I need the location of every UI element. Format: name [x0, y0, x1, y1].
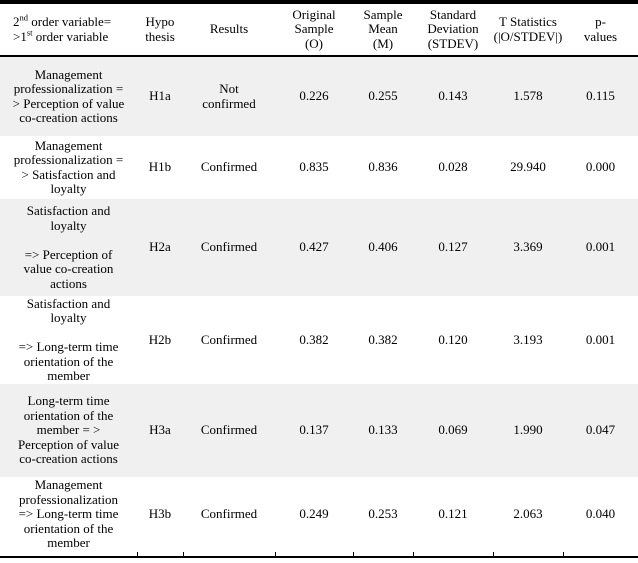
cell-sample-mean: 0.836 [368, 159, 398, 175]
cell-variable: Satisfaction and loyalty => Perception o… [23, 203, 114, 291]
cell-variable: Management professionalization = > Satis… [13, 137, 124, 196]
cell-hypothesis: H1a [149, 88, 171, 104]
table-row-h1b: Management professionalization = > Satis… [0, 136, 638, 199]
cell-original-sample: 0.835 [299, 159, 329, 175]
header-row: 2nd order variable= >1st order variable … [0, 2, 638, 57]
header-variable-superscript2: st [26, 27, 33, 38]
table-row-h1a: Management professionalization = > Perce… [0, 56, 638, 136]
cell-hypothesis: H3a [149, 422, 171, 438]
cell-sample-mean: 0.382 [368, 331, 398, 347]
cell-result: Confirmed [200, 159, 258, 175]
cell-variable: Long-term time orientation of the member… [17, 393, 120, 467]
cell-stdev: 0.069 [438, 422, 468, 438]
cell-t-statistic: 3.193 [513, 331, 543, 347]
column-tick [183, 552, 276, 557]
cell-t-statistic: 29.940 [510, 159, 546, 175]
cell-stdev: 0.121 [438, 506, 468, 522]
table-row-h3a: Long-term time orientation of the member… [0, 384, 638, 477]
cell-t-statistic: 1.578 [513, 88, 543, 104]
cell-sample-mean: 0.133 [368, 422, 398, 438]
cell-variable: Management professionalization => Long-t… [18, 477, 119, 551]
column-tick [0, 552, 138, 557]
header-variable: 2nd order variable= >1st order variable [0, 2, 137, 57]
cell-original-sample: 0.249 [299, 506, 329, 522]
table-row-h2a: Satisfaction and loyalty => Perception o… [0, 199, 638, 296]
cell-result: Not confirmed [202, 81, 256, 111]
cell-stdev: 0.127 [438, 239, 468, 255]
header-variable-rest1: order variable= [28, 14, 112, 29]
cell-original-sample: 0.427 [299, 239, 329, 255]
header-variable-line2: >1st order variable [13, 27, 137, 45]
header-hypothesis: Hypo thesis [137, 2, 183, 57]
cell-original-sample: 0.137 [299, 422, 329, 438]
cell-result: Confirmed [200, 239, 258, 255]
cell-result: Confirmed [200, 506, 258, 522]
cell-sample-mean: 0.406 [368, 239, 398, 255]
cell-t-statistic: 2.063 [513, 506, 543, 522]
cell-t-statistic: 1.990 [513, 422, 543, 438]
column-tick [275, 552, 354, 557]
cell-hypothesis: H2a [149, 239, 171, 255]
cell-p-value: 0.001 [585, 239, 616, 255]
column-tick [137, 552, 184, 557]
header-sample-mean: Sample Mean (M) [353, 2, 413, 57]
cell-hypothesis: H1b [148, 159, 172, 175]
cell-sample-mean: 0.255 [368, 88, 398, 104]
cell-variable: Satisfaction and loyalty => Long-term ti… [18, 296, 119, 383]
cell-stdev: 0.028 [438, 159, 468, 175]
table-row-h3b: Management professionalization => Long-t… [0, 477, 638, 552]
cell-original-sample: 0.382 [299, 331, 329, 347]
column-tick [493, 552, 564, 557]
header-variable-superscript1: nd [19, 12, 29, 23]
cell-p-value: 0.040 [585, 506, 616, 522]
column-tick [413, 552, 494, 557]
cell-t-statistic: 3.369 [513, 239, 543, 255]
column-tick [353, 552, 414, 557]
cell-original-sample: 0.226 [299, 88, 329, 104]
header-variable-line1: 2nd order variable= [13, 12, 137, 30]
bottom-cell-border-ticks [0, 552, 638, 557]
cell-result: Confirmed [200, 331, 258, 347]
cell-stdev: 0.120 [438, 331, 468, 347]
header-results: Results [183, 2, 275, 57]
cell-variable: Management professionalization = > Perce… [12, 66, 125, 125]
cell-sample-mean: 0.253 [368, 506, 398, 522]
cell-hypothesis: H3b [148, 506, 172, 522]
header-original-sample: Original Sample (O) [275, 2, 353, 57]
header-standard-deviation: Standard Deviation (STDEV) [413, 2, 493, 57]
cell-hypothesis: H2b [148, 331, 172, 347]
cell-result: Confirmed [200, 422, 258, 438]
header-variable-base1: 2 [13, 14, 20, 29]
table-row-h2b: Satisfaction and loyalty => Long-term ti… [0, 296, 638, 384]
cell-p-value: 0.047 [585, 422, 616, 438]
cell-p-value: 0.115 [586, 88, 615, 104]
column-tick [563, 552, 638, 557]
cell-p-value: 0.001 [585, 331, 616, 347]
cell-p-value: 0.000 [585, 159, 616, 175]
cell-stdev: 0.143 [438, 88, 468, 104]
header-variable-base2: >1 [13, 28, 27, 44]
header-p-values: p- values [563, 2, 638, 57]
header-variable-rest2: order variable [32, 28, 109, 44]
header-t-statistics: T Statistics (|O/STDEV|) [493, 2, 563, 57]
